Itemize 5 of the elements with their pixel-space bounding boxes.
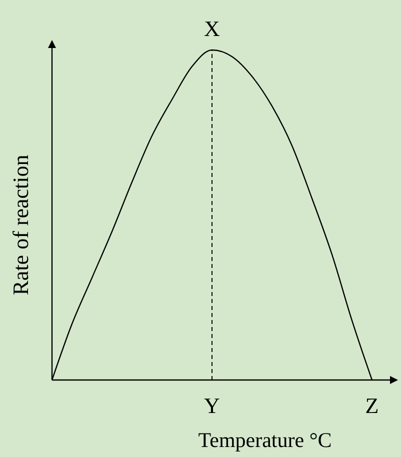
annotation: X: [204, 16, 220, 41]
x-tick-label: Z: [365, 393, 379, 418]
y-axis-title: Rate of reaction: [8, 154, 33, 296]
x-axis-title: Temperature °C: [198, 428, 332, 452]
x-tick-label: Y: [204, 393, 220, 418]
